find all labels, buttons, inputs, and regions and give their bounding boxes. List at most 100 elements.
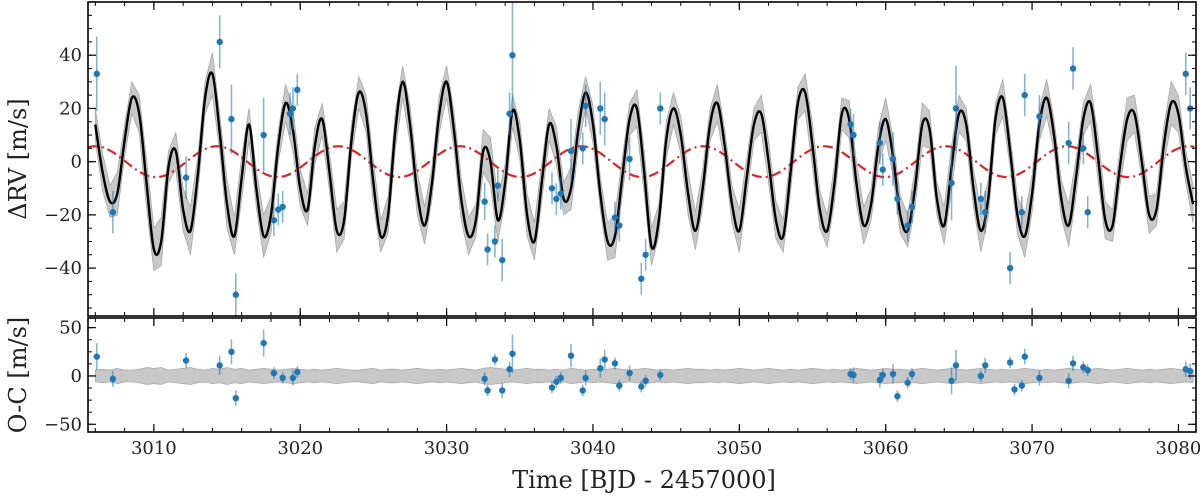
x-tick-label: 3020: [277, 438, 323, 459]
data-point: [1036, 113, 1043, 120]
data-point: [270, 217, 278, 224]
data-point: [597, 105, 604, 112]
data-point: [509, 350, 516, 357]
residual-band: [94, 367, 1194, 385]
data-point: [850, 371, 857, 379]
data-point: [279, 374, 286, 382]
y-tick-label: 20: [59, 98, 82, 119]
data-point: [982, 209, 989, 216]
x-tick-label: 3040: [570, 438, 616, 459]
data-point: [642, 251, 649, 258]
y-tick-label: −40: [44, 258, 82, 279]
data-point: [93, 353, 100, 360]
data-point: [579, 387, 586, 394]
data-point: [879, 371, 886, 379]
x-tick-label: 3030: [424, 438, 470, 459]
data-point: [289, 374, 297, 382]
panel-frame: [87, 317, 1197, 433]
data-point: [642, 377, 649, 384]
plot-area: [88, 2, 1195, 316]
data-point: [1065, 377, 1072, 384]
data-point: [977, 372, 985, 380]
data-point: [232, 394, 240, 402]
data-point: [638, 383, 645, 390]
data-point: [499, 256, 506, 264]
data-point: [228, 115, 235, 123]
x-tick-label: 3060: [863, 438, 909, 459]
data-point: [657, 371, 664, 379]
data-point: [548, 185, 556, 192]
data-point: [228, 348, 235, 356]
data-point: [1006, 264, 1014, 272]
data-point: [260, 339, 267, 347]
plot-area: [93, 329, 1194, 406]
data-point: [876, 376, 884, 384]
data-point: [952, 362, 960, 369]
data-point: [506, 110, 513, 117]
data-point: [279, 203, 286, 211]
data-point: [286, 110, 294, 117]
x-tick-label: 3080: [1156, 438, 1200, 459]
data-point: [557, 190, 564, 197]
model-curve: [94, 71, 1195, 257]
data-point: [1006, 359, 1014, 366]
data-point: [616, 222, 623, 229]
data-point: [889, 370, 897, 378]
y-tick-label: −20: [44, 205, 82, 226]
data-point: [889, 155, 897, 163]
data-point: [1084, 366, 1091, 374]
data-point: [879, 166, 886, 173]
data-point: [982, 362, 989, 369]
y-tick-label: 0: [71, 366, 82, 387]
data-point: [1065, 139, 1072, 147]
data-point: [491, 238, 499, 245]
data-point: [657, 105, 664, 112]
rv-panel: −40 −20 0 20 40 ΔRV [m/s]: [4, 1, 1197, 317]
data-point: [876, 139, 884, 147]
data-point: [847, 121, 854, 128]
data-point: [109, 209, 117, 216]
data-point: [509, 52, 516, 59]
data-point: [908, 203, 916, 211]
data-point: [294, 86, 301, 94]
data-point: [1018, 209, 1026, 216]
data-point: [1069, 65, 1077, 72]
data-point: [626, 369, 633, 377]
data-point: [579, 145, 586, 152]
data-point: [506, 366, 513, 373]
y-axis-label: O-C [m/s]: [4, 317, 32, 434]
data-point: [182, 357, 190, 364]
data-point: [494, 182, 502, 189]
data-point: [626, 155, 633, 163]
data-point: [638, 275, 645, 282]
data-point: [601, 356, 608, 363]
data-point: [616, 382, 623, 389]
data-point: [904, 222, 911, 229]
data-point: [582, 374, 589, 382]
data-point: [582, 102, 589, 109]
data-point: [567, 147, 575, 155]
data-point: [1021, 91, 1028, 99]
x-tick-label: 3070: [1009, 438, 1055, 459]
data-point: [260, 131, 267, 139]
data-point: [1011, 386, 1018, 393]
data-point: [977, 195, 985, 203]
data-point: [484, 246, 491, 253]
data-point: [597, 365, 604, 372]
data-point: [1182, 70, 1189, 78]
data-point: [1186, 367, 1194, 375]
y-tick-label: −50: [44, 414, 82, 435]
data-point: [948, 377, 955, 384]
data-point: [481, 198, 488, 205]
data-point: [93, 70, 100, 78]
x-axis-label: Time [BJD - 2457000]: [512, 466, 776, 494]
residuals-panel: −50 0 50 3010 3020 3030 3040 3050 3060 3070 3080 O-…: [4, 317, 1200, 459]
data-point: [548, 384, 556, 391]
y-tick-label: 40: [59, 45, 82, 66]
data-point: [499, 387, 506, 394]
data-point: [216, 38, 223, 46]
data-point: [553, 195, 560, 203]
data-point: [1036, 374, 1043, 382]
data-point: [908, 370, 916, 378]
